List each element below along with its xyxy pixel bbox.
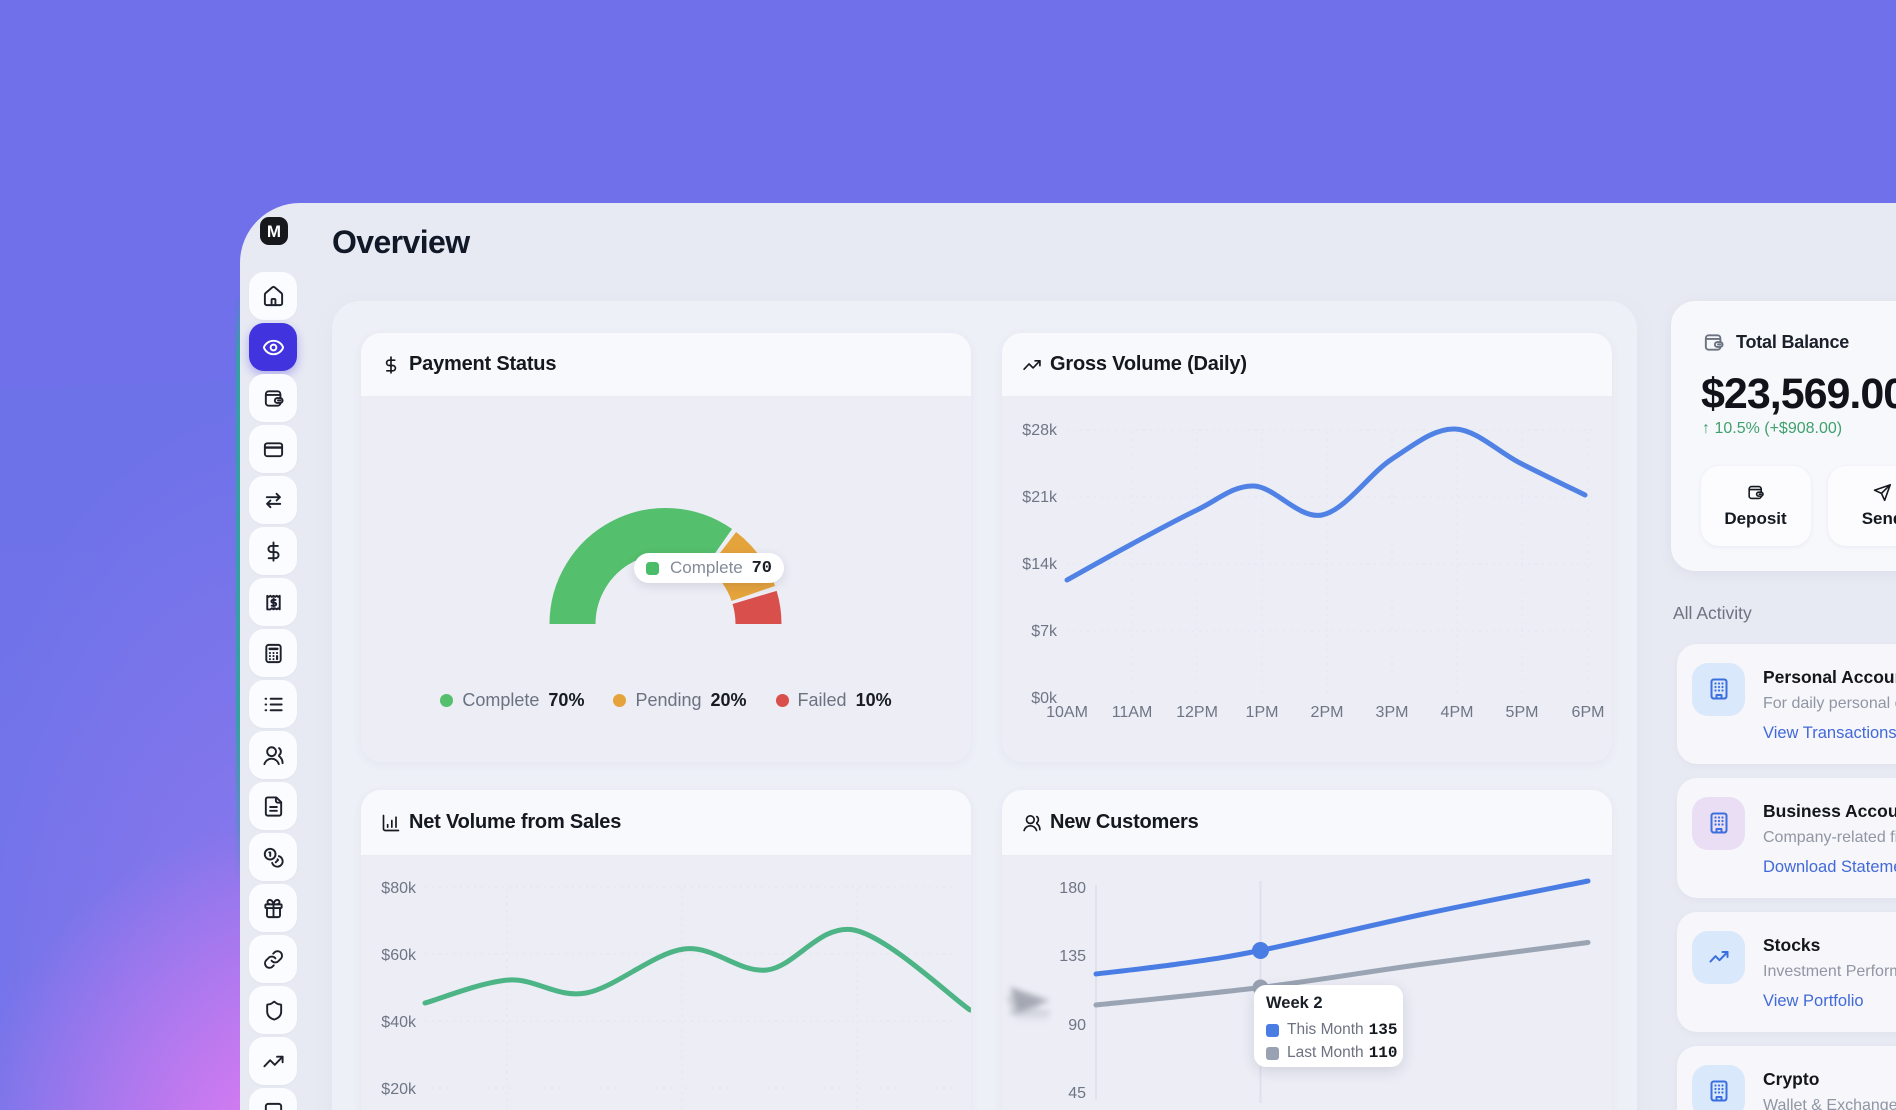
svg-text:11AM: 11AM: [1112, 704, 1153, 721]
svg-text:90: 90: [1068, 1017, 1086, 1034]
svg-text:4PM: 4PM: [1441, 704, 1474, 721]
svg-text:1PM: 1PM: [1246, 704, 1279, 721]
svg-text:135: 135: [1059, 948, 1086, 965]
svg-text:$20k: $20k: [381, 1081, 417, 1098]
svg-text:45: 45: [1068, 1085, 1086, 1102]
svg-text:$80k: $80k: [381, 880, 417, 897]
svg-text:5PM: 5PM: [1506, 704, 1539, 721]
svg-text:2PM: 2PM: [1311, 704, 1344, 721]
svg-text:$14k: $14k: [1022, 556, 1058, 573]
svg-text:$0k: $0k: [1031, 690, 1058, 707]
svg-text:$7k: $7k: [1031, 623, 1058, 640]
svg-text:10AM: 10AM: [1046, 704, 1088, 721]
svg-text:3PM: 3PM: [1376, 704, 1409, 721]
svg-text:$60k: $60k: [381, 947, 417, 964]
svg-text:$21k: $21k: [1022, 489, 1058, 506]
svg-text:$28k: $28k: [1022, 422, 1058, 439]
svg-text:180: 180: [1059, 880, 1086, 897]
svg-text:12PM: 12PM: [1176, 704, 1218, 721]
svg-text:6PM: 6PM: [1572, 704, 1605, 721]
svg-text:$40k: $40k: [381, 1014, 417, 1031]
